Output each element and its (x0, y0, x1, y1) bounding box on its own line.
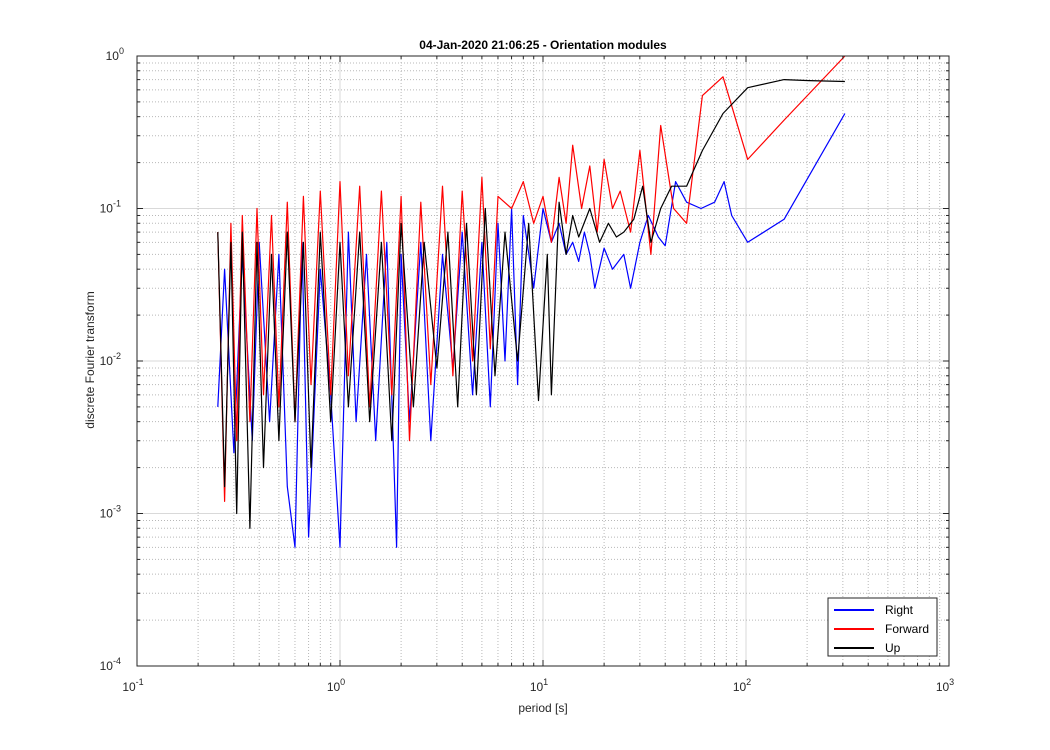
series-layer (217, 55, 846, 548)
series-line-forward (217, 55, 846, 502)
y-axis-label: discrete Fourier transform (83, 291, 97, 428)
ticks (136, 55, 950, 667)
plot-area (136, 55, 950, 667)
x-axis-label: period [s] (518, 701, 567, 715)
legend-label-right: Right (885, 603, 914, 617)
chart-title: 04-Jan-2020 21:06:25 - Orientation modul… (419, 38, 667, 52)
legend-box (827, 597, 938, 657)
series-line-up (217, 78, 845, 529)
legend-label-up: Up (885, 641, 901, 655)
legend-label-forward: Forward (885, 622, 929, 636)
legend[interactable]: Right Forward Up (827, 597, 938, 657)
